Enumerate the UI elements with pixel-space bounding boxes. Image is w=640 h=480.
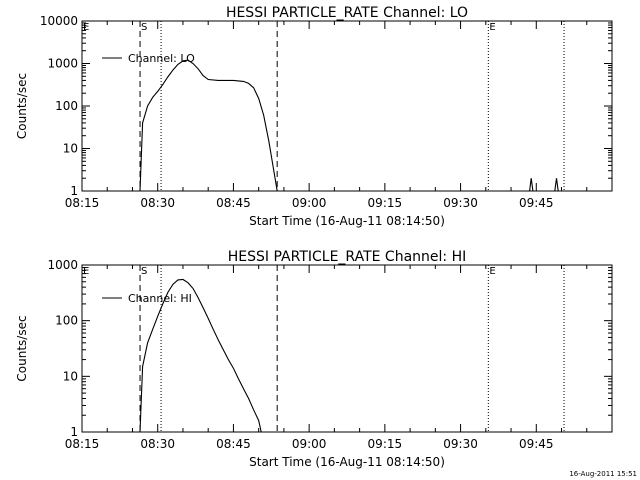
plot-timestamp: 16-Aug-2011 15:51 [569,470,637,478]
legend-entry: Channel: HI [128,292,192,305]
x-tick-label: 09:30 [443,196,478,210]
x-tick-label: 08:30 [140,437,175,451]
annotation-e: E [489,22,495,33]
annotation-s: S [141,266,147,277]
chart-title: HESSI PARTICLE_RATE Channel: HI [228,249,466,265]
series-line [139,59,278,192]
x-axis-label: Start Time (16-Aug-11 08:14:50) [249,214,445,228]
x-tick-label: 09:45 [519,196,554,210]
series-line [554,178,559,192]
chart-lo: HESSI PARTICLE_RATE Channel: LO 08:15 08:3… [15,5,613,228]
x-tick-label: 08:15 [65,437,100,451]
y-tick-label: 1000 [47,258,78,272]
x-tick-label: 09:00 [292,437,327,451]
y-tick-label: 10 [63,142,78,156]
x-tick-label: 08:15 [65,196,100,210]
plot-frame [81,264,613,433]
y-tick-label: 1 [70,184,78,198]
x-tick-label: 09:45 [519,437,554,451]
x-tick-label: 09:00 [292,196,327,210]
legend-entry: Channel: LO [128,52,195,65]
series-line [529,178,534,192]
y-axis-label: Counts/sec [15,315,29,381]
y-axis-label: Counts/sec [15,73,29,139]
y-tick-label: 1 [70,425,78,439]
x-tick-label: 08:45 [216,437,251,451]
annotation-s: S [141,22,147,33]
annotation-e: E [83,22,89,33]
annotation-e: E [83,266,89,277]
chart-hi: HESSI PARTICLE_RATE Channel: HI 08:15 08:3… [15,249,613,469]
y-tick-label: 1000 [47,57,78,71]
x-tick-label: 09:30 [443,437,478,451]
y-tick-label: 100 [55,314,78,328]
x-axis-label: Start Time (16-Aug-11 08:14:50) [249,455,445,469]
x-tick-label: 08:45 [216,196,251,210]
y-tick-label: 10000 [40,14,78,28]
x-tick-label: 09:15 [368,196,403,210]
x-tick-label: 09:15 [368,437,403,451]
x-tick-label: 08:30 [140,196,175,210]
series-line [139,278,262,433]
chart-title: HESSI PARTICLE_RATE Channel: LO [226,5,468,21]
y-tick-label: 100 [55,99,78,113]
annotation-e: E [489,266,495,277]
y-tick-label: 10 [63,369,78,383]
